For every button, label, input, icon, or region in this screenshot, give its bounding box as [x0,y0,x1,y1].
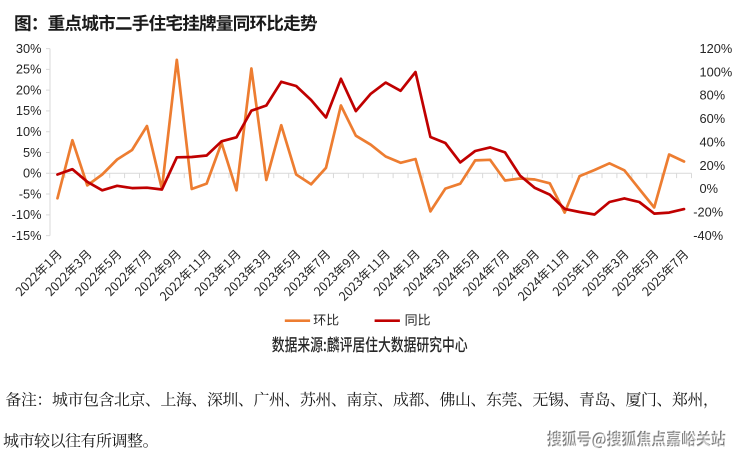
svg-text:-5%: -5% [19,186,42,201]
svg-text:-20%: -20% [693,205,723,220]
svg-text:-10%: -10% [12,207,42,222]
svg-text:10%: 10% [16,124,42,139]
svg-text:0%: 0% [23,166,42,181]
svg-text:15%: 15% [16,103,42,118]
svg-text:5%: 5% [23,145,42,160]
svg-text:40%: 40% [700,134,726,149]
svg-text:0%: 0% [700,181,719,196]
svg-text:20%: 20% [16,82,42,97]
svg-text:80%: 80% [700,88,726,103]
svg-text:-40%: -40% [693,228,723,243]
svg-text:25%: 25% [16,62,42,77]
svg-text:20%: 20% [700,158,726,173]
svg-text:-15%: -15% [12,228,42,243]
svg-text:30%: 30% [16,41,42,56]
svg-text:120%: 120% [700,41,733,56]
svg-text:100%: 100% [700,64,733,79]
svg-text:60%: 60% [700,111,726,126]
